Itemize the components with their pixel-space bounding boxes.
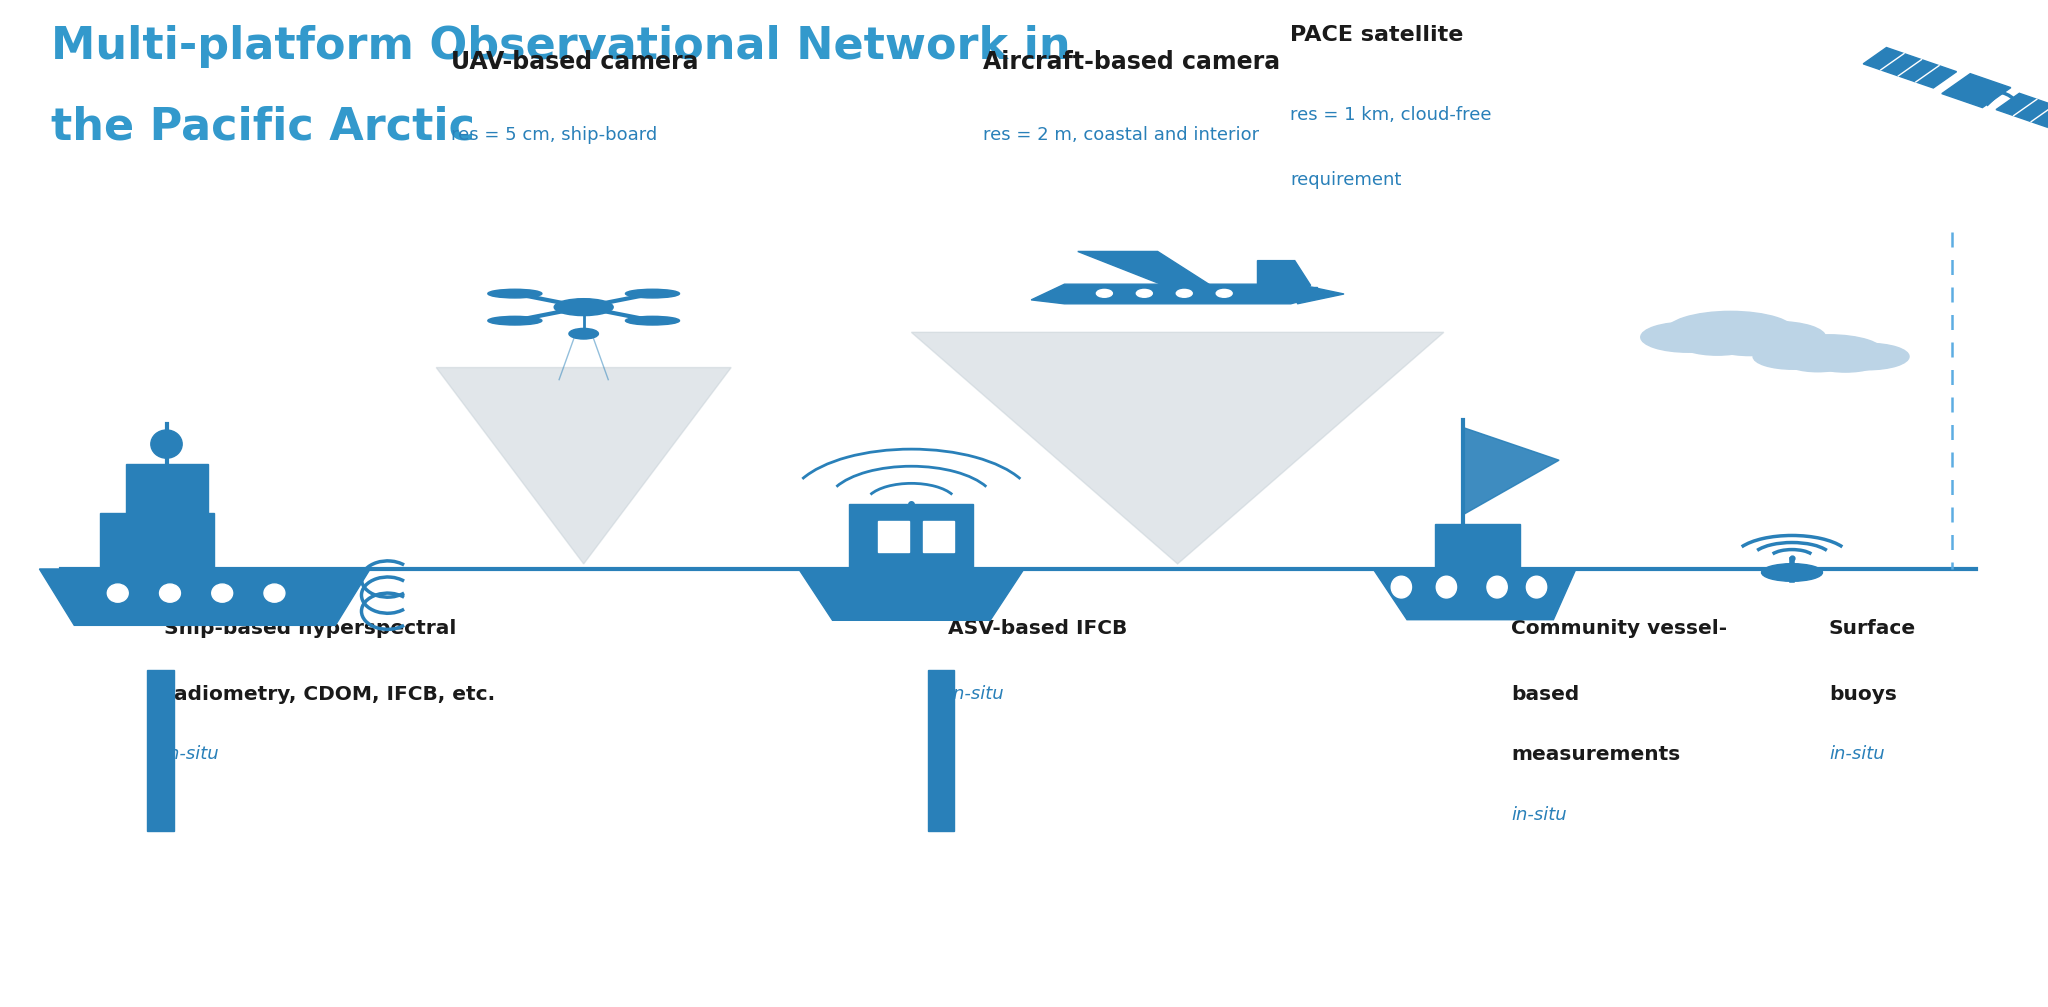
Polygon shape <box>1462 428 1559 515</box>
Text: Aircraft-based camera: Aircraft-based camera <box>983 50 1280 75</box>
Ellipse shape <box>1665 311 1796 353</box>
Bar <box>147 670 174 831</box>
Ellipse shape <box>569 328 598 339</box>
Ellipse shape <box>211 584 233 602</box>
Polygon shape <box>850 504 973 569</box>
Ellipse shape <box>1827 343 1909 370</box>
Ellipse shape <box>160 584 180 602</box>
Ellipse shape <box>625 316 680 325</box>
Text: in-situ: in-situ <box>1511 806 1567 824</box>
Text: UAV-based camera: UAV-based camera <box>451 50 698 75</box>
Polygon shape <box>1077 252 1210 286</box>
Ellipse shape <box>106 584 129 602</box>
Ellipse shape <box>264 584 285 602</box>
Polygon shape <box>911 332 1444 564</box>
Ellipse shape <box>1726 321 1825 352</box>
Polygon shape <box>436 368 731 564</box>
Text: Community vessel-: Community vessel- <box>1511 619 1729 638</box>
Text: Surface: Surface <box>1829 619 1917 638</box>
Ellipse shape <box>1640 322 1735 352</box>
Bar <box>877 521 909 552</box>
Ellipse shape <box>1217 289 1233 297</box>
Polygon shape <box>1864 47 1956 88</box>
Text: res = 2 m, coastal and interior: res = 2 m, coastal and interior <box>983 126 1260 144</box>
Polygon shape <box>799 569 1024 620</box>
Polygon shape <box>1997 94 2048 134</box>
Ellipse shape <box>1784 350 1851 372</box>
Text: in-situ: in-situ <box>1829 745 1884 763</box>
Text: requirement: requirement <box>1290 171 1401 189</box>
Polygon shape <box>39 569 371 625</box>
Text: Ship-based hyperspectral: Ship-based hyperspectral <box>164 619 457 638</box>
Ellipse shape <box>152 430 182 458</box>
Ellipse shape <box>1436 576 1456 598</box>
Ellipse shape <box>625 289 680 298</box>
Text: based: based <box>1511 685 1579 704</box>
Ellipse shape <box>1761 564 1823 581</box>
Text: Multi-platform Observational Network in: Multi-platform Observational Network in <box>51 25 1071 68</box>
Ellipse shape <box>1137 289 1153 297</box>
Text: in-situ: in-situ <box>164 745 219 763</box>
Text: measurements: measurements <box>1511 745 1681 764</box>
Ellipse shape <box>555 299 612 315</box>
Polygon shape <box>100 513 213 569</box>
Polygon shape <box>1436 524 1520 569</box>
Ellipse shape <box>1810 349 1882 373</box>
Ellipse shape <box>1487 576 1507 598</box>
Polygon shape <box>1942 74 2011 108</box>
Text: res = 5 cm, ship-board: res = 5 cm, ship-board <box>451 126 657 144</box>
Ellipse shape <box>1753 343 1833 370</box>
Polygon shape <box>127 464 209 513</box>
Ellipse shape <box>1708 328 1792 355</box>
Ellipse shape <box>1391 576 1411 598</box>
Ellipse shape <box>487 289 543 298</box>
Text: PACE satellite: PACE satellite <box>1290 25 1464 45</box>
Ellipse shape <box>1677 330 1757 355</box>
Bar <box>928 670 954 831</box>
Ellipse shape <box>1176 289 1192 297</box>
Text: the Pacific Arctic: the Pacific Arctic <box>51 106 475 149</box>
Text: ASV-based IFCB: ASV-based IFCB <box>948 619 1128 638</box>
Ellipse shape <box>1526 576 1546 598</box>
Polygon shape <box>1257 261 1311 286</box>
Ellipse shape <box>487 316 543 325</box>
Text: in-situ: in-situ <box>948 685 1004 703</box>
Polygon shape <box>1030 284 1331 304</box>
Ellipse shape <box>1774 334 1884 371</box>
Polygon shape <box>1372 569 1577 619</box>
Text: radiometry, CDOM, IFCB, etc.: radiometry, CDOM, IFCB, etc. <box>164 685 496 704</box>
Text: buoys: buoys <box>1829 685 1896 704</box>
Bar <box>922 521 954 552</box>
Polygon shape <box>1298 284 1343 304</box>
Text: res = 1 km, cloud-free: res = 1 km, cloud-free <box>1290 106 1491 124</box>
Ellipse shape <box>1096 289 1112 297</box>
Polygon shape <box>1264 287 1317 295</box>
